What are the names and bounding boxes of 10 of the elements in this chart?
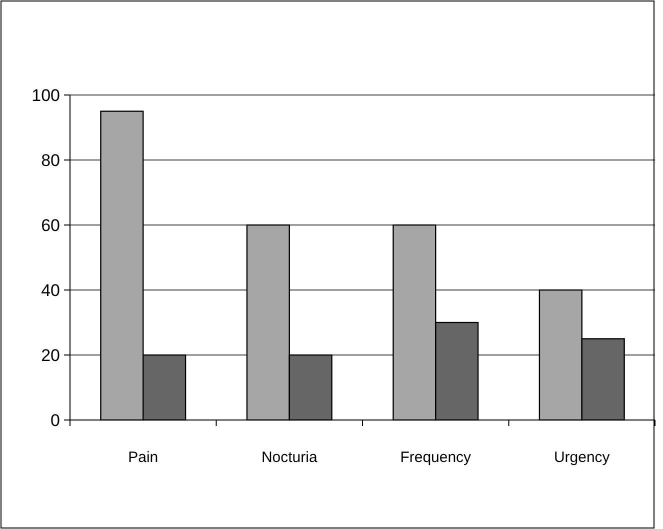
x-tick-label: Urgency bbox=[554, 449, 610, 466]
y-tick-label: 20 bbox=[41, 346, 60, 365]
y-tick-label: 40 bbox=[41, 280, 60, 300]
y-tick-label: 0 bbox=[50, 410, 60, 430]
x-tick-label: Nocturia bbox=[261, 449, 318, 466]
y-tick-label: 80 bbox=[41, 150, 60, 170]
y-tick-label: 60 bbox=[41, 216, 60, 235]
x-tick-label: Frequency bbox=[400, 449, 472, 466]
y-tick-label: 100 bbox=[32, 86, 60, 105]
x-tick-label: Pain bbox=[128, 449, 158, 466]
